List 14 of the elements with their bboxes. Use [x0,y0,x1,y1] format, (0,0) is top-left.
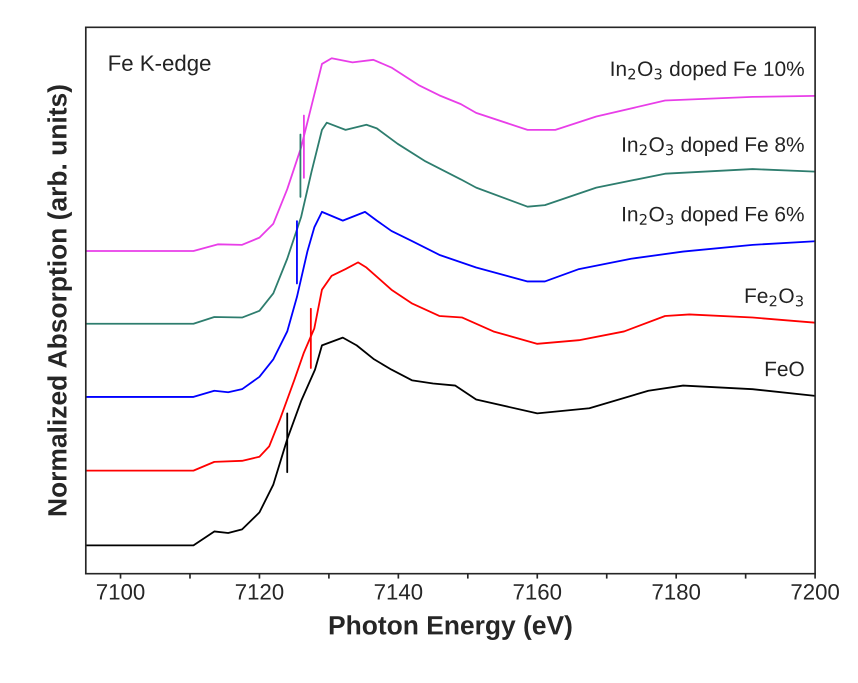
annotation: Fe K-edge [110,54,210,76]
x-tick-label: 7180 [652,584,700,600]
series-label: In$_{2}$O$_{3}$ doped Fe 6% [623,206,804,226]
series-label: In$_{2}$O$_{3}$ doped Fe 8% [623,136,804,156]
x-tick-label: 7120 [236,584,284,600]
x-tick-label: 7100 [96,584,144,600]
series-label: FeO [766,362,804,376]
x-axis-title: Photon Energy (eV) [330,615,572,640]
series-label: In$_{2}$O$_{3}$ doped Fe 10% [612,60,804,80]
x-tick-label: 7200 [792,584,839,600]
x-tick-label: 7160 [514,584,562,600]
series-label: Fe$_{2}$O$_{3}$ [746,288,803,306]
y-axis-title: Normalized Absorption (arb. units) [47,85,72,516]
x-tick-label: 7140 [374,584,422,600]
